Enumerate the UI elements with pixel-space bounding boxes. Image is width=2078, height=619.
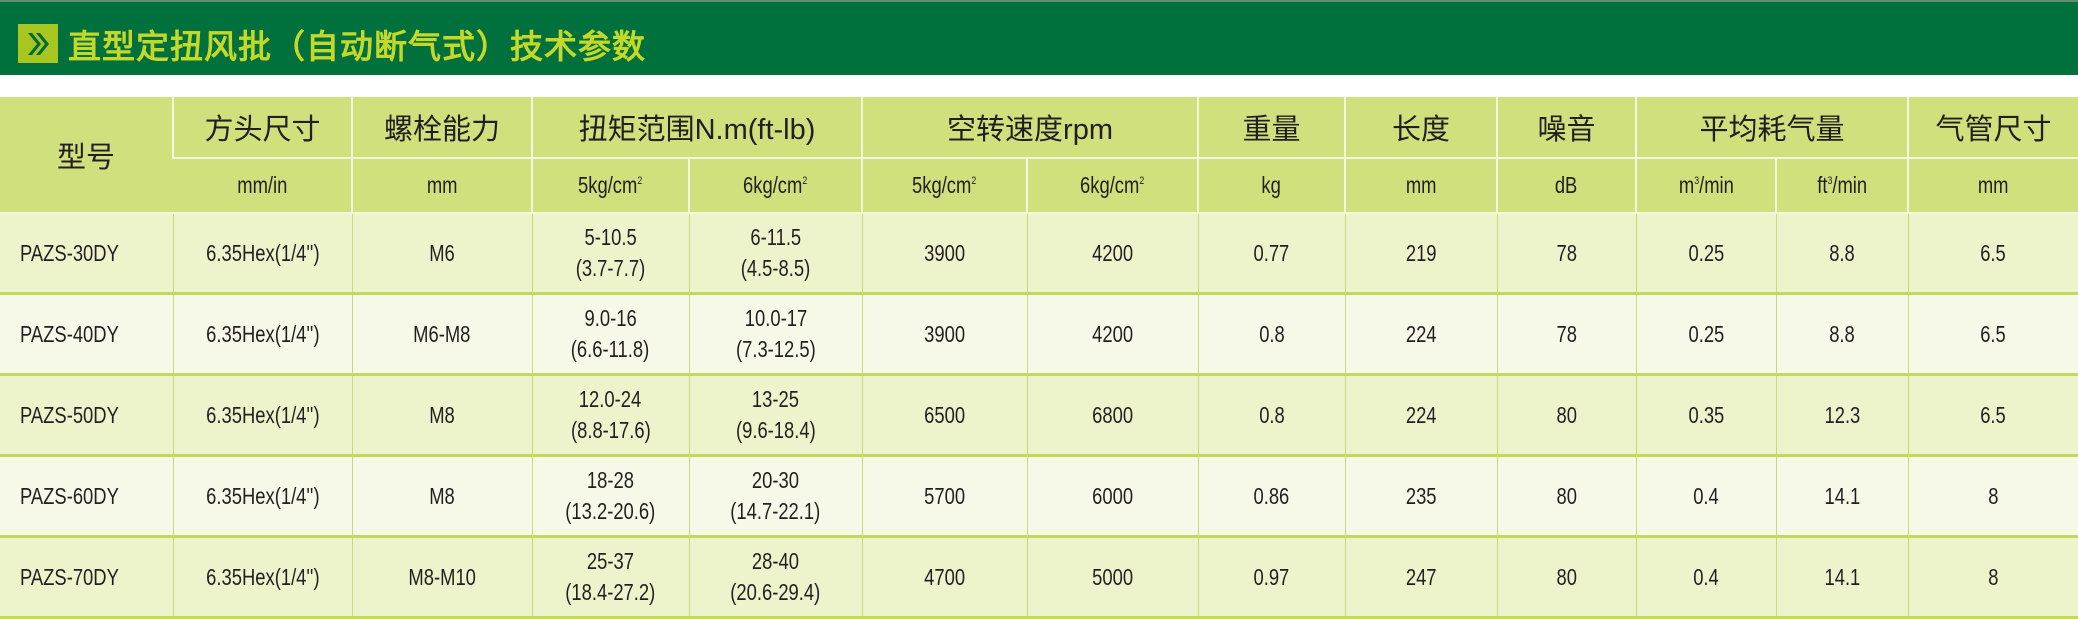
cell-t5: 12.0-24 (8.8-17.6) [531,374,689,457]
cell-bolt: M6 [351,213,532,295]
unit-torque-5: 5kg/cm2 [531,158,689,214]
cell-m3: 0.25 [1635,293,1777,376]
cell-s5: 6500 [861,374,1028,457]
cell-bolt: M8-M10 [351,536,532,619]
cell-hose: 6.5 [1907,213,2078,295]
unit-weight: kg [1197,158,1346,214]
unit-speed-6: 6kg/cm2 [1026,158,1199,214]
cell-drive: 6.35Hex(1/4'') [172,293,352,376]
table-row: PAZS-60DY 6.35Hex(1/4'') M8 18-28 (13.2-20.6… [0,455,2078,538]
cell-length: 235 [1344,455,1498,538]
cell-s6: 4200 [1026,213,1199,295]
cell-t5: 9.0-16 (6.6-11.8) [531,293,689,376]
cell-t5: 25-37 (18.4-27.2) [531,536,689,619]
col-model: 型号 [0,97,173,214]
cell-s5: 3900 [861,293,1028,376]
cell-ft3: 12.3 [1775,374,1909,457]
cell-length: 219 [1344,213,1498,295]
cell-model: PAZS-50DY [0,374,173,457]
cell-bolt: M6-M8 [351,293,532,376]
cell-model: PAZS-70DY [0,536,173,619]
cell-bolt: M8 [351,374,532,457]
cell-weight: 0.86 [1197,455,1346,538]
cell-m3: 0.25 [1635,213,1777,295]
cell-drive: 6.35Hex(1/4'') [172,455,352,538]
cell-s5: 5700 [861,455,1028,538]
col-air-consumption: 平均耗气量 [1635,97,1909,159]
cell-length: 247 [1344,536,1498,619]
unit-length: mm [1344,158,1498,214]
col-noise: 噪音 [1496,97,1637,159]
cell-length: 224 [1344,293,1498,376]
unit-air-m3: m3/min [1635,158,1777,214]
table-row: PAZS-40DY 6.35Hex(1/4'') M6-M8 9.0-16 (6.6-1… [0,293,2078,376]
unit-air-ft3: ft3/min [1775,158,1909,214]
cell-length: 224 [1344,374,1498,457]
unit-noise: dB [1496,158,1637,214]
cell-weight: 0.97 [1197,536,1346,619]
cell-s5: 3900 [861,213,1028,295]
cell-drive: 6.35Hex(1/4'') [172,374,352,457]
cell-bolt: M8 [351,455,532,538]
cell-s6: 6800 [1026,374,1199,457]
unit-square-drive: mm/in [173,158,352,214]
cell-noise: 78 [1496,213,1637,295]
cell-m3: 0.35 [1635,374,1777,457]
unit-speed-5: 5kg/cm2 [861,158,1028,214]
cell-ft3: 8.8 [1775,293,1909,376]
cell-t6: 10.0-17 (7.3-12.5) [688,293,863,376]
col-length: 长度 [1344,97,1498,159]
table-row: PAZS-70DY 6.35Hex(1/4'') M8-M10 25-37 (18.4-… [0,536,2078,619]
cell-noise: 80 [1496,374,1637,457]
unit-bolt: mm [351,158,532,214]
cell-s6: 5000 [1026,536,1199,619]
cell-t5: 5-10.5 (3.7-7.7) [531,213,689,295]
cell-t6: 13-25 (9.6-18.4) [688,374,863,457]
table-row: PAZS-30DY 6.35Hex(1/4'') M6 5-10.5 (3.7-7.7)… [0,213,2078,295]
cell-hose: 8 [1907,455,2078,538]
cell-noise: 80 [1496,455,1637,538]
cell-t6: 28-40 (20.6-29.4) [688,536,863,619]
cell-model: PAZS-60DY [0,455,173,538]
cell-s6: 4200 [1026,293,1199,376]
page-title: 直型定扭风批（自动断气式）技术参数 [68,27,646,66]
cell-m3: 0.4 [1635,455,1777,538]
cell-weight: 0.8 [1197,293,1346,376]
title-bar: 直型定扭风批（自动断气式）技术参数 [0,0,2078,75]
cell-weight: 0.77 [1197,213,1346,295]
cell-model: PAZS-40DY [0,293,173,376]
spec-table: 型号 方头尺寸 螺栓能力 扭矩范围N.m(ft-lb) 空转速度rpm 重量 长… [0,97,2078,619]
cell-t6: 6-11.5 (4.5-8.5) [688,213,863,295]
col-square-drive: 方头尺寸 [172,97,352,159]
unit-hose: mm [1907,158,2078,214]
cell-model: PAZS-30DY [0,213,173,295]
cell-m3: 0.4 [1635,536,1777,619]
col-torque-range: 扭矩范围N.m(ft-lb) [530,97,863,159]
col-weight: 重量 [1197,97,1346,159]
cell-noise: 80 [1496,536,1637,619]
cell-hose: 6.5 [1907,374,2078,457]
cell-s5: 4700 [861,536,1028,619]
cell-t5: 18-28 (13.2-20.6) [531,455,689,538]
double-chevron-right-icon [18,24,58,63]
cell-weight: 0.8 [1197,374,1346,457]
cell-ft3: 14.1 [1775,536,1909,619]
cell-drive: 6.35Hex(1/4'') [172,536,352,619]
cell-noise: 78 [1496,293,1637,376]
col-free-speed: 空转速度rpm [861,97,1199,159]
cell-hose: 6.5 [1907,293,2078,376]
cell-s6: 6000 [1026,455,1199,538]
col-hose-size: 气管尺寸 [1907,97,2078,159]
cell-ft3: 14.1 [1775,455,1909,538]
table-row: PAZS-50DY 6.35Hex(1/4'') M8 12.0-24 (8.8-17.… [0,374,2078,457]
col-bolt-capacity: 螺栓能力 [351,97,532,159]
unit-torque-6: 6kg/cm2 [687,158,863,214]
cell-ft3: 8.8 [1775,213,1909,295]
cell-drive: 6.35Hex(1/4'') [172,213,352,295]
cell-hose: 8 [1907,536,2078,619]
cell-t6: 20-30 (14.7-22.1) [688,455,863,538]
